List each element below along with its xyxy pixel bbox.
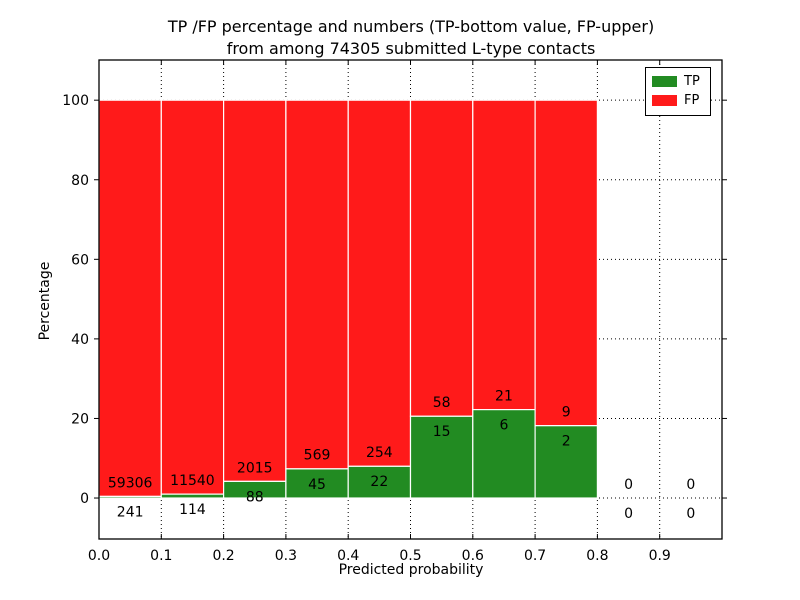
x-tick-label: 0.9 xyxy=(649,548,671,564)
tp-color-swatch xyxy=(652,76,677,87)
x-tick-label: 0.6 xyxy=(462,548,484,564)
bar-fp xyxy=(534,99,598,427)
x-tick-label: 0.5 xyxy=(399,548,421,564)
fp-count-annotation: 0 xyxy=(624,477,633,493)
tp-count-annotation: 15 xyxy=(433,424,451,440)
bar-fp xyxy=(472,99,536,411)
tp-count-annotation: 0 xyxy=(686,506,695,522)
fp-count-annotation: 11540 xyxy=(170,473,215,489)
bar-fp xyxy=(409,99,474,417)
bar-tp xyxy=(347,465,412,499)
x-tick-label: 0.3 xyxy=(275,548,297,564)
x-tick-label: 0.1 xyxy=(150,548,172,564)
bar-tp xyxy=(409,415,474,499)
fp-count-annotation: 58 xyxy=(433,395,451,411)
y-axis-label: Percentage xyxy=(37,261,53,341)
y-tick-label: 60 xyxy=(71,252,89,268)
fp-count-annotation: 254 xyxy=(366,445,393,461)
bar-fp xyxy=(98,99,162,498)
tp-count-annotation: 241 xyxy=(117,504,144,520)
x-tick-label: 0.7 xyxy=(524,548,546,564)
fp-count-annotation: 2015 xyxy=(237,460,273,476)
bar-tp xyxy=(160,493,225,499)
y-tick-label: 80 xyxy=(71,173,89,189)
legend: TP FP xyxy=(645,67,711,116)
fp-color-swatch xyxy=(652,95,677,106)
y-tick-label: 20 xyxy=(71,411,89,427)
tp-count-annotation: 88 xyxy=(246,489,264,505)
bar-fp xyxy=(347,99,412,467)
fp-count-annotation: 59306 xyxy=(108,475,153,491)
tp-count-annotation: 114 xyxy=(179,502,206,518)
chart-title-line-1: TP /FP percentage and numbers (TP-bottom… xyxy=(167,17,655,36)
tp-count-annotation: 0 xyxy=(624,506,633,522)
y-tick-label: 40 xyxy=(71,332,89,348)
legend-entry-tp: TP xyxy=(652,72,704,91)
legend-label-fp: FP xyxy=(684,93,700,108)
x-axis-label: Predicted probability xyxy=(338,562,484,578)
x-tick-label: 0.2 xyxy=(212,548,234,564)
bar-tp xyxy=(472,409,536,499)
bar-fp xyxy=(223,99,287,482)
y-tick-label: 0 xyxy=(80,491,89,507)
bar-fp xyxy=(285,99,349,470)
fp-count-annotation: 9 xyxy=(562,405,571,421)
tp-count-annotation: 45 xyxy=(308,477,326,493)
bar-fp xyxy=(160,99,225,495)
bar-tp xyxy=(534,425,598,499)
legend-entry-fp: FP xyxy=(652,91,704,110)
legend-label-tp: TP xyxy=(684,74,700,89)
bar-tp xyxy=(98,495,162,499)
x-tick-label: 0.8 xyxy=(586,548,608,564)
x-tick-label: 0.4 xyxy=(337,548,359,564)
bar-tp xyxy=(285,468,349,499)
tp-count-annotation: 22 xyxy=(370,474,388,490)
x-tick-label: 0.0 xyxy=(88,548,110,564)
tp-count-annotation: 6 xyxy=(499,418,508,434)
tp-count-annotation: 2 xyxy=(562,434,571,450)
chart-title-line-2: from among 74305 submitted L-type contac… xyxy=(226,39,596,58)
fp-count-annotation: 0 xyxy=(686,477,695,493)
chart-title: TP /FP percentage and numbers (TP-bottom… xyxy=(99,16,723,60)
fp-count-annotation: 569 xyxy=(304,448,331,464)
y-tick-label: 100 xyxy=(62,93,89,109)
fp-count-annotation: 21 xyxy=(495,388,513,404)
